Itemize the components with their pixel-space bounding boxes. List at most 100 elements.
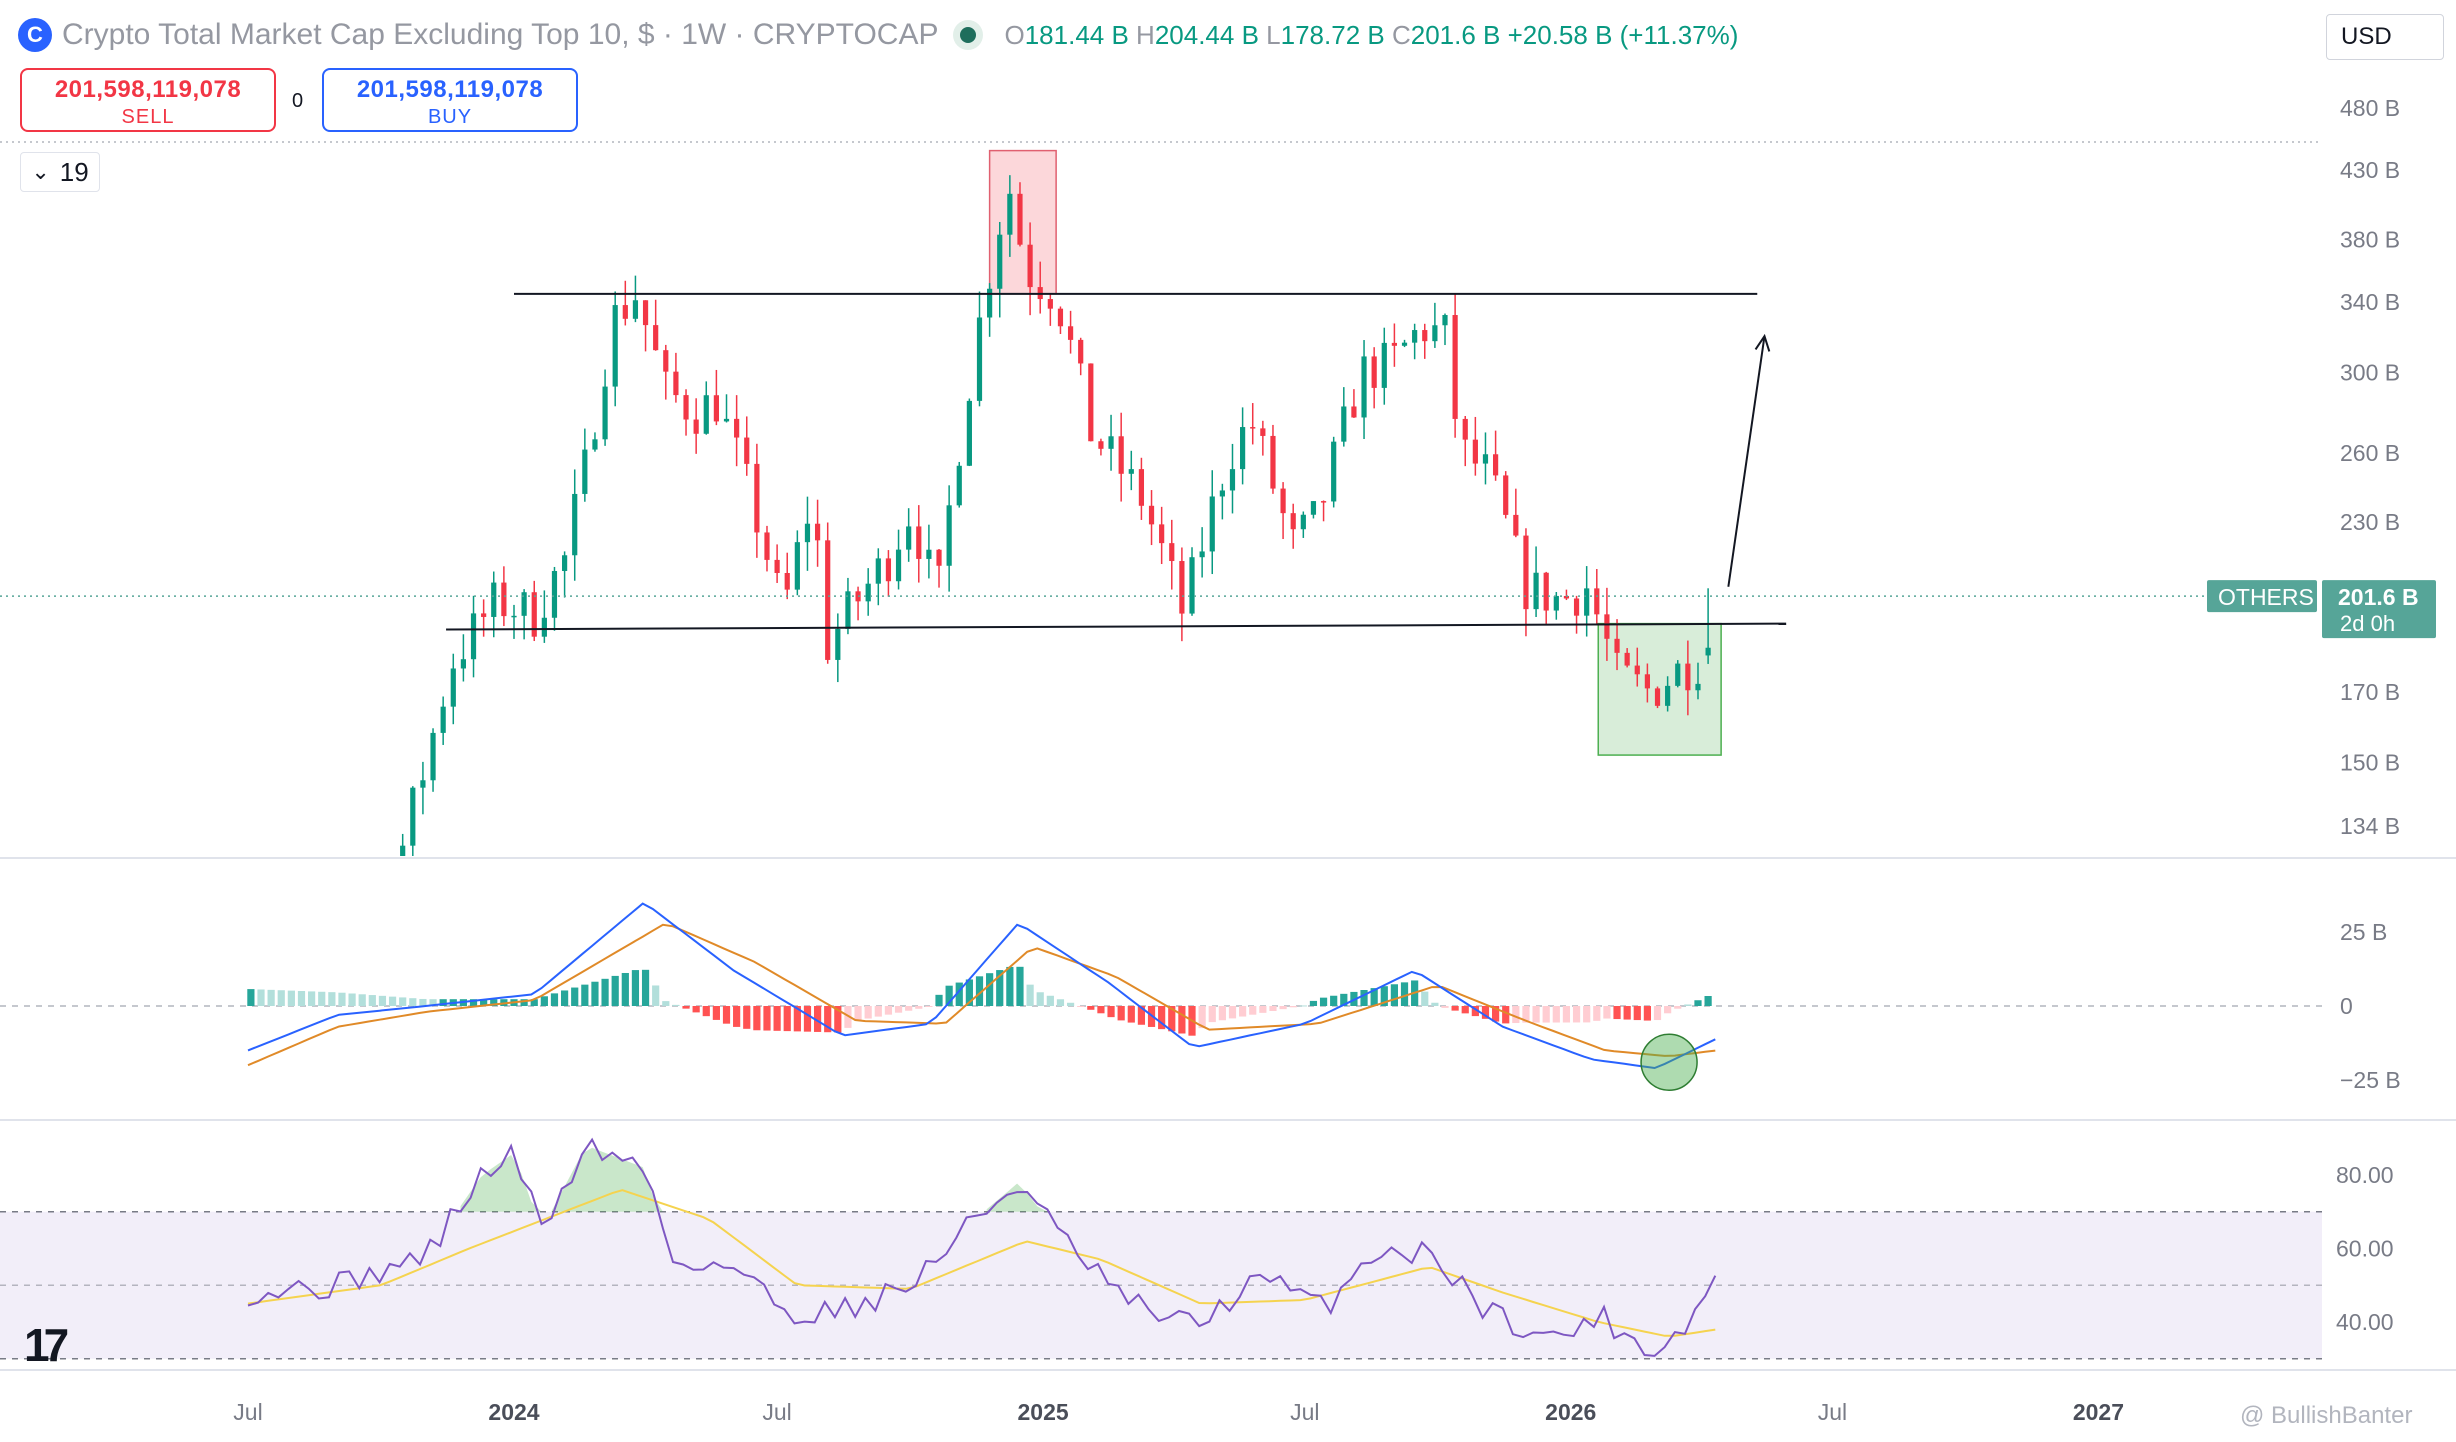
macd-hist-bar: [1168, 1006, 1176, 1032]
macd-line: [247, 902, 1716, 1070]
macd-hist-bar: [368, 995, 376, 1006]
time-axis-label: 2025: [1018, 1399, 1069, 1425]
candle-body: [1543, 572, 1549, 611]
macd-hist-bar: [682, 1006, 690, 1009]
open-key: O: [1004, 19, 1025, 50]
time-axis-label: Jul: [1290, 1399, 1319, 1425]
rsi-line: [247, 1137, 1717, 1357]
change-value: +20.58 B (+11.37%): [1507, 19, 1739, 50]
candle-body: [1381, 342, 1387, 388]
buy-button[interactable]: 201,598,119,078 BUY: [322, 68, 578, 132]
price-axis-label: 430 B: [2340, 157, 2400, 183]
candle-body: [906, 526, 912, 550]
macd-hist-bar: [1502, 1006, 1510, 1024]
candle-body: [470, 613, 477, 660]
low-value: 178.72 B: [1280, 19, 1385, 50]
macd-hist-bar: [1603, 1006, 1611, 1019]
candle-body: [916, 526, 922, 559]
candle-body: [1442, 315, 1448, 326]
candle-body: [895, 549, 902, 582]
candle-body: [1675, 663, 1681, 686]
macd-hist-bar: [1228, 1006, 1237, 1019]
macd-hist-bar: [1664, 1006, 1672, 1014]
macd-hist-bar: [824, 1006, 832, 1033]
macd-hist-bar: [1066, 1002, 1075, 1006]
macd-hist-bar: [318, 991, 326, 1006]
candle-body: [1209, 496, 1215, 552]
candle-body: [1229, 469, 1236, 491]
price-axis-label: 260 B: [2340, 440, 2400, 466]
candle-body: [430, 732, 436, 781]
candle-body: [1219, 490, 1225, 497]
macd-hist-bar: [469, 999, 478, 1006]
candle-body: [835, 628, 841, 660]
candle-body: [1492, 454, 1499, 476]
sell-price: 201,598,119,078: [54, 76, 242, 103]
rsi-ma-line: [247, 1189, 1716, 1337]
macd-hist-bar: [1340, 993, 1348, 1006]
macd-hist-bar: [1562, 1006, 1571, 1023]
macd-hist-bar: [409, 998, 417, 1006]
candle-body: [744, 437, 750, 464]
macd-hist-bar: [702, 1006, 710, 1017]
high-key: H: [1136, 19, 1155, 50]
macd-hist-bar: [733, 1006, 741, 1027]
candle-body: [1422, 330, 1428, 342]
candle-body: [511, 615, 517, 618]
currency-select[interactable]: USD: [2326, 14, 2444, 60]
macd-hist-bar: [399, 997, 407, 1006]
candle-body: [1290, 513, 1296, 530]
macd-hist-bar: [601, 978, 609, 1006]
candle-body: [703, 395, 709, 434]
macd-hist-bar: [935, 994, 943, 1006]
candle-body: [1482, 454, 1489, 464]
candle-body: [814, 523, 821, 541]
symbol-title[interactable]: Crypto Total Market Cap Excluding Top 10…: [62, 18, 939, 51]
candle-body: [572, 493, 578, 556]
candle-body: [612, 305, 618, 387]
macd-hist-bar: [1279, 1006, 1287, 1010]
bar-countdown-label: 2d 0h: [2340, 611, 2395, 636]
macd-hist-bar: [277, 990, 285, 1006]
candle-body: [1270, 435, 1276, 489]
macd-histogram: [247, 966, 1712, 1036]
candle-body: [1695, 683, 1701, 691]
macd-signal-line: [247, 923, 1716, 1067]
candle-body: [774, 559, 780, 574]
macd-hist-bar: [975, 976, 984, 1006]
sell-button[interactable]: 201,598,119,078 SELL: [20, 68, 276, 132]
candle-body: [1654, 688, 1661, 706]
candle-body: [481, 613, 487, 617]
macd-hist-bar: [1421, 991, 1429, 1006]
low-key: L: [1266, 19, 1281, 50]
high-value: 204.44 B: [1154, 19, 1259, 50]
macd-hist-bar: [743, 1006, 751, 1029]
macd-hist-bar: [1137, 1006, 1146, 1025]
ohlc-readout: O181.44 B H204.44 B L178.72 B C201.6 B +…: [1004, 20, 1738, 51]
macd-axis-label: −25 B: [2340, 1067, 2401, 1093]
candle-body: [410, 787, 416, 846]
candle-body: [551, 571, 558, 618]
candle-body: [1432, 325, 1438, 342]
candle-body: [450, 668, 456, 707]
candle-body: [1665, 685, 1671, 706]
macd-hist-bar: [712, 1006, 720, 1020]
macd-hist-bar: [419, 998, 427, 1006]
macd-hist-bar: [1431, 1002, 1439, 1006]
indicator-count: 19: [59, 156, 89, 187]
macd-hist-bar: [793, 1006, 801, 1032]
macd-hist-bar: [1572, 1006, 1581, 1023]
macd-hist-bar: [540, 996, 548, 1006]
rsi-axis-label: 60.00: [2336, 1236, 2394, 1262]
market-status-icon: [960, 27, 977, 43]
macd-hist-bar: [1451, 1006, 1459, 1011]
candle-body: [1462, 418, 1468, 440]
macd-hist-bar: [1117, 1006, 1125, 1021]
indicator-toggle-button[interactable]: ⌄ 19: [20, 152, 100, 192]
macd-hist-bar: [986, 973, 994, 1006]
macd-hist-bar: [854, 1006, 862, 1021]
macd-hist-bar: [1046, 995, 1054, 1006]
macd-hist-bar: [348, 993, 356, 1006]
macd-hist-bar: [1542, 1006, 1550, 1023]
